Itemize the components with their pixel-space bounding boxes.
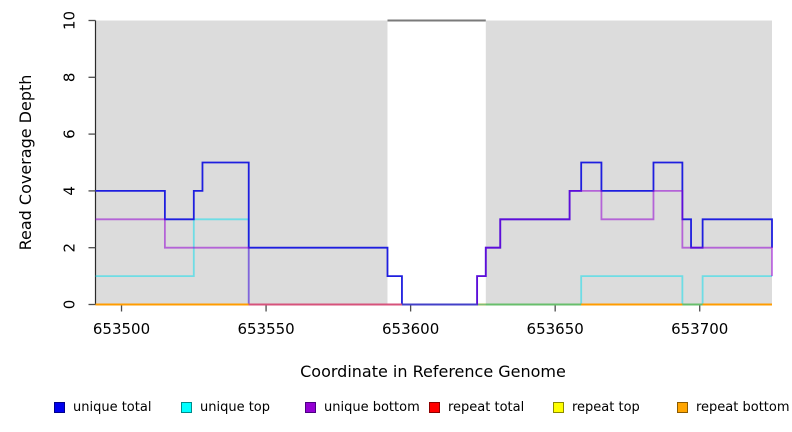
series-unique-top-line bbox=[95, 218, 772, 306]
legend-item-unique-top: unique top bbox=[181, 398, 270, 416]
y-tick-label: 4 bbox=[60, 186, 78, 196]
y-tick-label: 8 bbox=[60, 73, 78, 83]
legend-label: repeat bottom bbox=[696, 399, 790, 415]
legend-item-unique-total: unique total bbox=[54, 398, 151, 416]
x-tick-label: 653600 bbox=[382, 320, 439, 338]
chart-legend: unique total unique top unique bottom repea… bbox=[0, 398, 792, 422]
legend-swatch-repeat-bottom bbox=[677, 401, 688, 413]
x-tick-label: 653650 bbox=[527, 320, 584, 338]
x-tick-label: 653700 bbox=[671, 320, 728, 338]
legend-item-repeat-top: repeat top bbox=[553, 398, 640, 416]
y-tick-label: 0 bbox=[60, 300, 78, 310]
x-tick-label: 653550 bbox=[237, 320, 294, 338]
legend-item-repeat-total: repeat total bbox=[429, 398, 524, 416]
legend-label: repeat total bbox=[448, 399, 525, 415]
y-axis-title: Read Coverage Depth bbox=[16, 75, 35, 251]
legend-swatch-repeat-top bbox=[553, 401, 564, 413]
legend-swatch-unique-bottom bbox=[305, 401, 316, 413]
legend-label: unique total bbox=[73, 399, 152, 415]
plot-area: 0 2 4 6 8 10 653500 653550 653600 653650 653700 bbox=[60, 11, 773, 338]
y-tick-label: 10 bbox=[60, 11, 78, 30]
x-tick-label: 653500 bbox=[93, 320, 150, 338]
series-unique-bottom-line bbox=[95, 190, 773, 306]
legend-swatch-unique-top bbox=[181, 401, 192, 413]
legend-label: unique bottom bbox=[324, 399, 420, 415]
x-axis-title: Coordinate in Reference Genome bbox=[300, 362, 566, 381]
highlight-region bbox=[485, 20, 772, 305]
y-tick-label: 6 bbox=[60, 129, 78, 139]
y-tick-label: 2 bbox=[60, 243, 78, 253]
legend-item-repeat-bottom: repeat bottom bbox=[677, 398, 790, 416]
legend-swatch-repeat-total bbox=[429, 401, 440, 413]
legend-item-unique-bottom: unique bottom bbox=[305, 398, 420, 416]
chart-svg: 0 2 4 6 8 10 653500 653550 653600 653650 653700 Re… bbox=[16, 11, 773, 381]
legend-label: repeat top bbox=[572, 399, 640, 415]
legend-label: unique top bbox=[200, 399, 271, 415]
legend-swatch-unique-total bbox=[54, 401, 65, 413]
